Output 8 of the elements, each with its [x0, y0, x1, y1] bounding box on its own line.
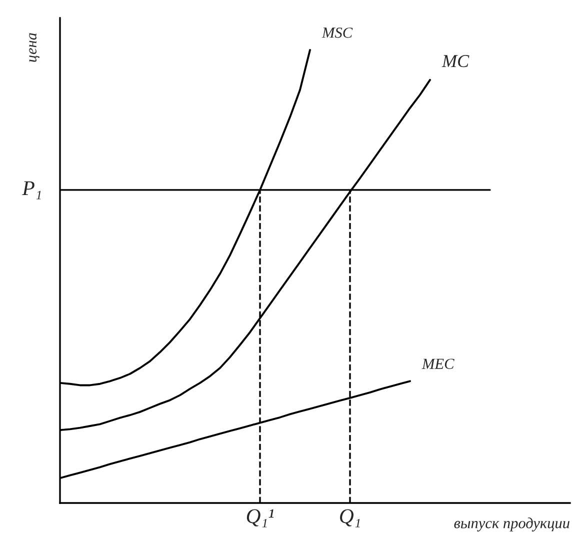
y-axis-title: цена	[29, 33, 40, 62]
x-tick-label: Q₁¹	[246, 509, 274, 528]
ref-line-label: P₁	[22, 181, 41, 200]
series-label: MEC	[422, 358, 454, 369]
series-label: MC	[442, 55, 470, 68]
x-tick-label: Q₁	[340, 509, 360, 528]
series-label: MSC	[322, 28, 353, 38]
x-axis-title: выпуск продукции	[454, 518, 570, 532]
